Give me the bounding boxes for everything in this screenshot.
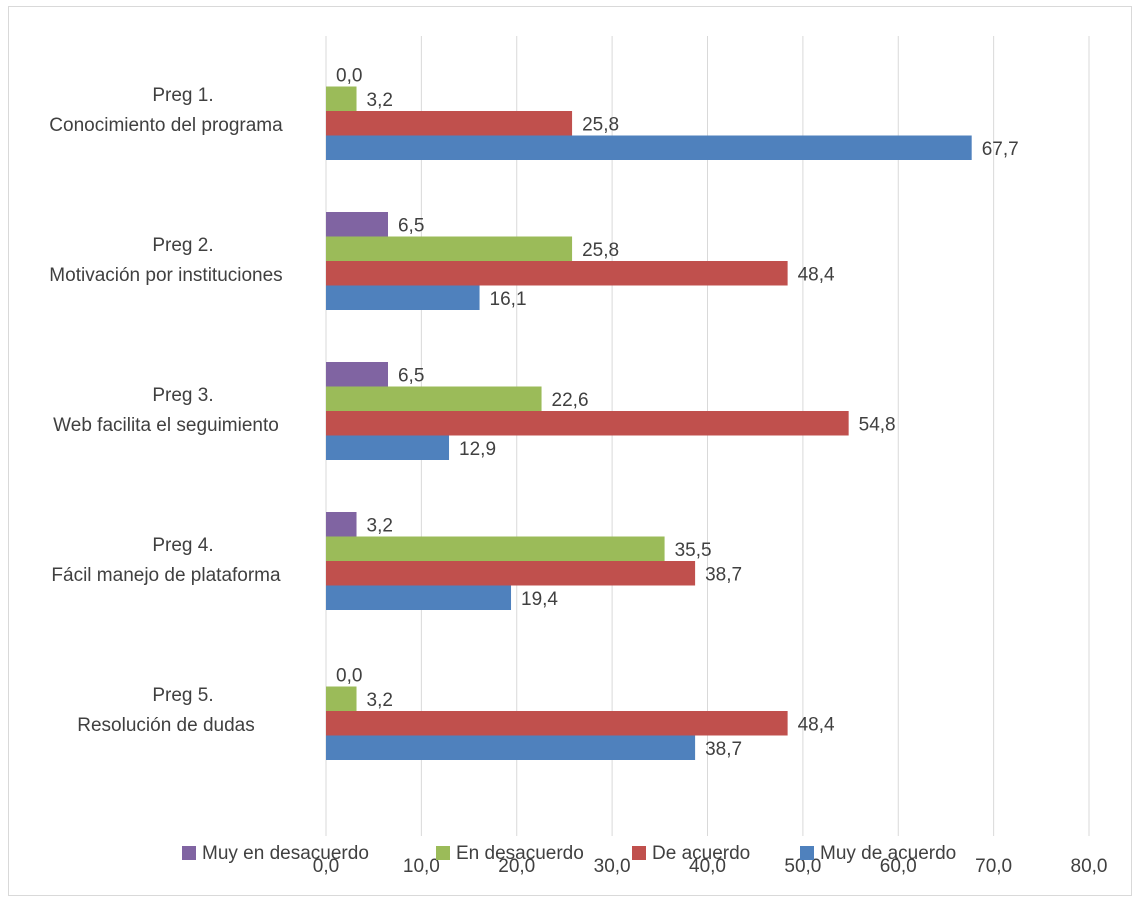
data-labels: 0,03,225,867,76,525,848,416,16,522,654,8… (336, 65, 1019, 760)
bars (326, 86, 972, 760)
axes: 0,0 10,0 20,0 30,0 40,0 50,0 60,0 70,0 80,0 Preg … (49, 85, 1107, 877)
x-tick-label: 20,0 (498, 856, 535, 877)
legend-label: De acuerdo (652, 843, 750, 864)
category-label: Preg 1. (152, 85, 213, 106)
bar (326, 111, 573, 136)
data-label: 38,7 (705, 564, 742, 585)
bar (326, 362, 388, 387)
x-tick-label: 70,0 (975, 856, 1012, 877)
bar (326, 285, 480, 310)
data-label: 6,5 (398, 365, 424, 386)
data-label: 0,0 (336, 65, 362, 86)
bar (326, 711, 788, 736)
legend-swatch (800, 846, 814, 860)
category-label: Resolución de dudas (77, 715, 254, 736)
data-label: 48,4 (798, 264, 835, 285)
x-tick-label: 30,0 (594, 856, 631, 877)
bar (326, 435, 450, 460)
data-label: 38,7 (705, 739, 742, 760)
legend-swatch (182, 846, 196, 860)
legend-label: Muy en desacuerdo (202, 843, 369, 864)
data-label: 35,5 (675, 540, 712, 561)
category-label: Web facilita el seguimiento (53, 415, 279, 436)
data-label: 25,8 (582, 240, 619, 261)
bar (326, 561, 696, 586)
bar (326, 686, 357, 711)
data-label: 16,1 (490, 289, 527, 310)
data-label: 25,8 (582, 114, 619, 135)
data-label: 54,8 (859, 414, 896, 435)
legend-swatch (436, 846, 450, 860)
data-label: 67,7 (982, 139, 1019, 160)
bar (326, 261, 788, 286)
category-label: Preg 4. (152, 535, 213, 556)
x-tick-label: 80,0 (1071, 856, 1108, 877)
x-tick-label: 60,0 (880, 856, 917, 877)
bar (326, 386, 542, 411)
x-tick-label: 40,0 (689, 856, 726, 877)
data-label: 19,4 (521, 589, 558, 610)
x-tick-label: 50,0 (784, 856, 821, 877)
legend-label: Muy de acuerdo (820, 843, 956, 864)
data-label: 12,9 (459, 439, 496, 460)
category-label: Conocimiento del programa (49, 115, 283, 136)
bar (326, 512, 357, 537)
x-tick-label: 10,0 (403, 856, 440, 877)
legend-label: En desacuerdo (456, 843, 584, 864)
bar (326, 411, 849, 436)
bar (326, 135, 972, 160)
data-label: 48,4 (798, 714, 835, 735)
data-label: 3,2 (367, 90, 393, 111)
category-label: Fácil manejo de plataforma (51, 565, 281, 586)
bar (326, 236, 573, 261)
legend: Muy en desacuerdo En desacuerdo De acuerdo… (182, 843, 956, 864)
category-label: Motivación por instituciones (49, 265, 282, 286)
x-tick-label: 0,0 (313, 856, 339, 877)
bar (326, 735, 696, 760)
bar (326, 86, 357, 111)
category-label: Preg 2. (152, 235, 213, 256)
bar (326, 585, 512, 610)
data-label: 0,0 (336, 665, 362, 686)
bar (326, 212, 388, 237)
bar (326, 536, 665, 561)
data-label: 3,2 (367, 515, 393, 536)
data-label: 6,5 (398, 215, 424, 236)
data-label: 3,2 (367, 690, 393, 711)
data-label: 22,6 (552, 390, 589, 411)
category-label: Preg 5. (152, 685, 213, 706)
legend-swatch (632, 846, 646, 860)
category-label: Preg 3. (152, 385, 213, 406)
